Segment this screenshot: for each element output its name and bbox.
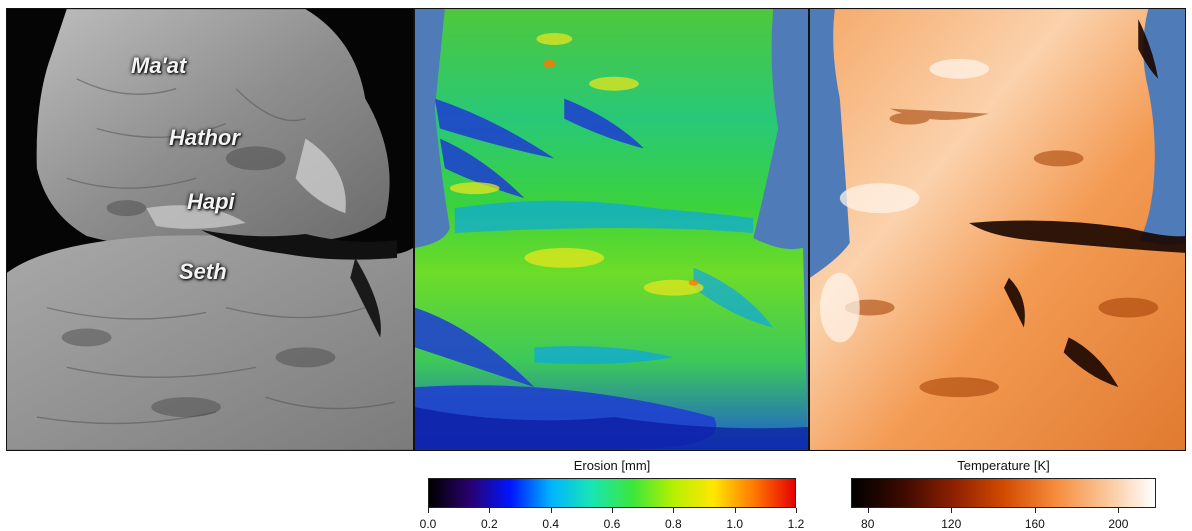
comet-photo-panel: Ma'at Hathor Hapi Seth [6, 8, 414, 451]
erosion-colorbar-tick-label: 0.8 [664, 517, 682, 531]
erosion-colorbar-tickmark [673, 508, 675, 513]
temperature-colorbar: Temperature [K] 80 120 160 200 [851, 458, 1156, 531]
comet-photo-image [7, 9, 413, 450]
erosion-colorbar-tick-label: 0.2 [480, 517, 498, 531]
temperature-colorbar-gradient [851, 478, 1156, 508]
erosion-colorbar-tick-label: 0.4 [542, 517, 559, 531]
label-hapi: Hapi [187, 189, 235, 214]
erosion-colorbar-tick-label: 0.6 [603, 517, 621, 531]
erosion-colorbar-tickmark [734, 508, 736, 513]
temperature-colorbar-tickmark [951, 508, 953, 513]
temperature-colorbar-tickmark [1034, 508, 1036, 513]
erosion-colorbar-tickmark [550, 508, 552, 513]
erosion-colorbar: Erosion [mm] 0.0 0.2 0.4 0.6 0.8 1.0 1.2 [420, 458, 805, 531]
label-seth: Seth [179, 259, 227, 284]
erosion-map-panel [414, 8, 809, 451]
erosion-colorbar-tickmark [612, 508, 613, 513]
temperature-colorbar-tick-label: 160 [1024, 517, 1045, 531]
temperature-map-panel [809, 8, 1186, 451]
erosion-colorbar-tickmark [796, 508, 797, 513]
label-maat: Ma'at [131, 53, 187, 78]
temperature-colorbar-tickmark [1118, 508, 1120, 513]
erosion-colorbar-tickmark [428, 508, 429, 513]
label-hathor: Hathor [169, 125, 240, 150]
temperature-colorbar-tick-label: 200 [1108, 517, 1129, 531]
erosion-map-image [415, 9, 808, 450]
erosion-colorbar-gradient [428, 478, 796, 508]
temperature-map-image [810, 9, 1185, 450]
erosion-colorbar-tick-label: 0.0 [419, 517, 437, 531]
temperature-colorbar-title: Temperature [K] [957, 458, 1050, 473]
erosion-colorbar-title: Erosion [mm] [573, 458, 651, 473]
erosion-colorbar-tickmark [489, 508, 491, 513]
temperature-colorbar-tickmark [867, 508, 869, 513]
erosion-colorbar-tick-label: 1.2 [787, 517, 805, 531]
erosion-colorbar-tick-label: 1.0 [726, 517, 743, 531]
temperature-colorbar-tick-label: 120 [941, 517, 962, 531]
temperature-colorbar-tick-label: 80 [861, 517, 875, 531]
